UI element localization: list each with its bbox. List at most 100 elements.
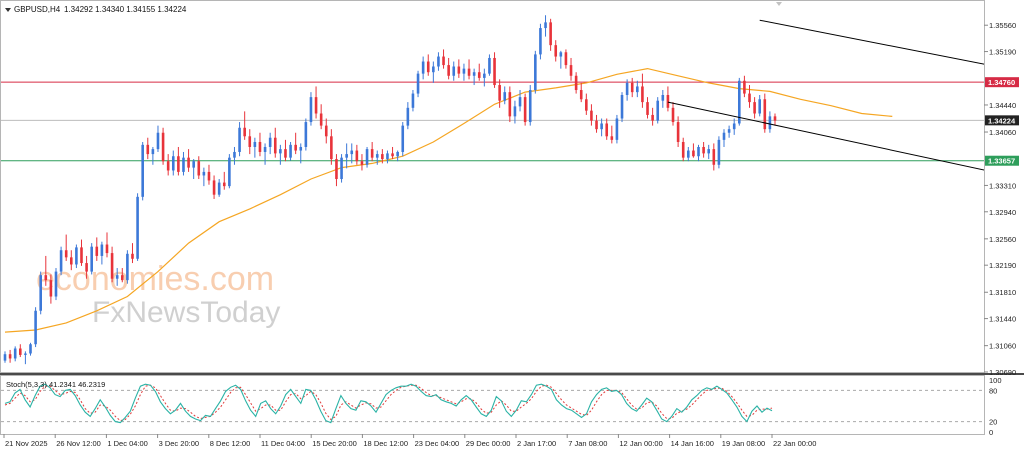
candle xyxy=(126,250,129,284)
channel-upper-line[interactable] xyxy=(759,19,1024,97)
candle-body xyxy=(228,157,231,187)
candle xyxy=(381,149,384,164)
candle-body xyxy=(171,156,175,171)
candle-body xyxy=(707,149,711,154)
candle xyxy=(462,63,466,81)
candle-body xyxy=(299,146,303,151)
candle-body xyxy=(304,122,308,147)
candle xyxy=(391,146,394,160)
candle xyxy=(401,122,405,157)
candle xyxy=(528,85,532,126)
candle-body xyxy=(192,161,195,168)
trend-channel[interactable] xyxy=(667,19,1024,190)
candle xyxy=(335,154,338,187)
stoch-tick-label: 0 xyxy=(989,428,993,437)
stoch-label: Stoch(5,3,3) 41.2341 46.2319 xyxy=(6,380,105,389)
candle xyxy=(80,239,83,266)
candle xyxy=(421,56,425,80)
candle-body xyxy=(253,141,257,147)
candle xyxy=(432,61,435,83)
current-price-tag-text: 1.34224 xyxy=(988,116,1016,125)
candle-body xyxy=(100,244,104,256)
time-tick-label: 7 Jan 08:00 xyxy=(568,439,607,448)
candle xyxy=(141,141,144,201)
candle-body xyxy=(95,246,99,256)
candle-body xyxy=(396,151,399,157)
time-tick-label: 1 Dec 04:00 xyxy=(107,439,147,448)
candle xyxy=(187,149,190,172)
candle xyxy=(411,90,415,112)
candle-body xyxy=(528,90,532,123)
candle-body xyxy=(554,45,558,57)
candle-body xyxy=(222,182,226,187)
candle-body xyxy=(187,157,190,168)
candle-body xyxy=(49,280,53,297)
candle xyxy=(238,122,241,157)
shift-marker-icon[interactable] xyxy=(776,2,782,6)
candle-body xyxy=(467,68,471,76)
candle xyxy=(131,243,134,264)
candle-body xyxy=(732,123,736,130)
candle-body xyxy=(513,106,517,117)
candle xyxy=(192,159,195,180)
candle-body xyxy=(574,75,578,91)
candle-body xyxy=(233,151,236,158)
candle xyxy=(610,125,614,144)
candle-body xyxy=(263,146,267,152)
candle-body xyxy=(687,150,690,158)
watermark-line-1: economies.com xyxy=(36,260,274,298)
candle-body xyxy=(641,86,644,103)
candle xyxy=(90,243,93,275)
candle xyxy=(569,57,573,81)
candle xyxy=(29,342,32,356)
candle-body xyxy=(518,97,522,107)
time-tick-label: 11 Dec 04:00 xyxy=(261,439,305,448)
candle-body xyxy=(559,52,563,57)
current-price-tag-box xyxy=(985,115,1019,126)
candle xyxy=(207,164,211,185)
candle xyxy=(304,118,308,151)
time-tick-label: 22 Jan 00:00 xyxy=(773,439,816,448)
dropdown-triangle-icon[interactable] xyxy=(5,8,11,12)
price-tick-label: 1.31810 xyxy=(989,288,1016,297)
candle-body xyxy=(498,85,501,101)
candle-body xyxy=(355,150,359,162)
candle-body xyxy=(493,57,496,86)
candle xyxy=(467,59,471,80)
candle-body xyxy=(212,180,216,195)
candle xyxy=(574,72,578,94)
candle xyxy=(151,146,155,165)
candle xyxy=(712,143,716,171)
candle-body xyxy=(523,97,527,123)
candle xyxy=(559,50,563,69)
candle-body xyxy=(120,275,124,281)
candle xyxy=(748,85,751,108)
candle xyxy=(279,144,282,165)
candle xyxy=(13,346,17,362)
candle xyxy=(314,86,318,119)
candle xyxy=(692,143,695,158)
current-price-tag: 1.34224 xyxy=(985,115,1019,126)
candle-body xyxy=(24,353,27,355)
candle xyxy=(345,143,348,169)
candle xyxy=(386,150,389,164)
candle-body xyxy=(483,73,486,78)
candle xyxy=(59,246,63,276)
candle-body xyxy=(365,149,369,165)
candle xyxy=(146,137,150,160)
channel-lower-line[interactable] xyxy=(667,101,1024,190)
candle-body xyxy=(335,159,338,180)
candle-body xyxy=(64,250,68,258)
candle-body xyxy=(136,196,139,259)
candle xyxy=(299,143,303,164)
candle xyxy=(753,97,756,119)
candle-body xyxy=(636,86,639,93)
candle xyxy=(625,79,629,101)
resistance-price-tag-text: 1.34760 xyxy=(988,78,1015,87)
candle-body xyxy=(202,171,206,176)
candle xyxy=(228,154,231,189)
candle-body xyxy=(391,153,394,157)
candle xyxy=(273,127,277,158)
candle-body xyxy=(748,93,751,103)
